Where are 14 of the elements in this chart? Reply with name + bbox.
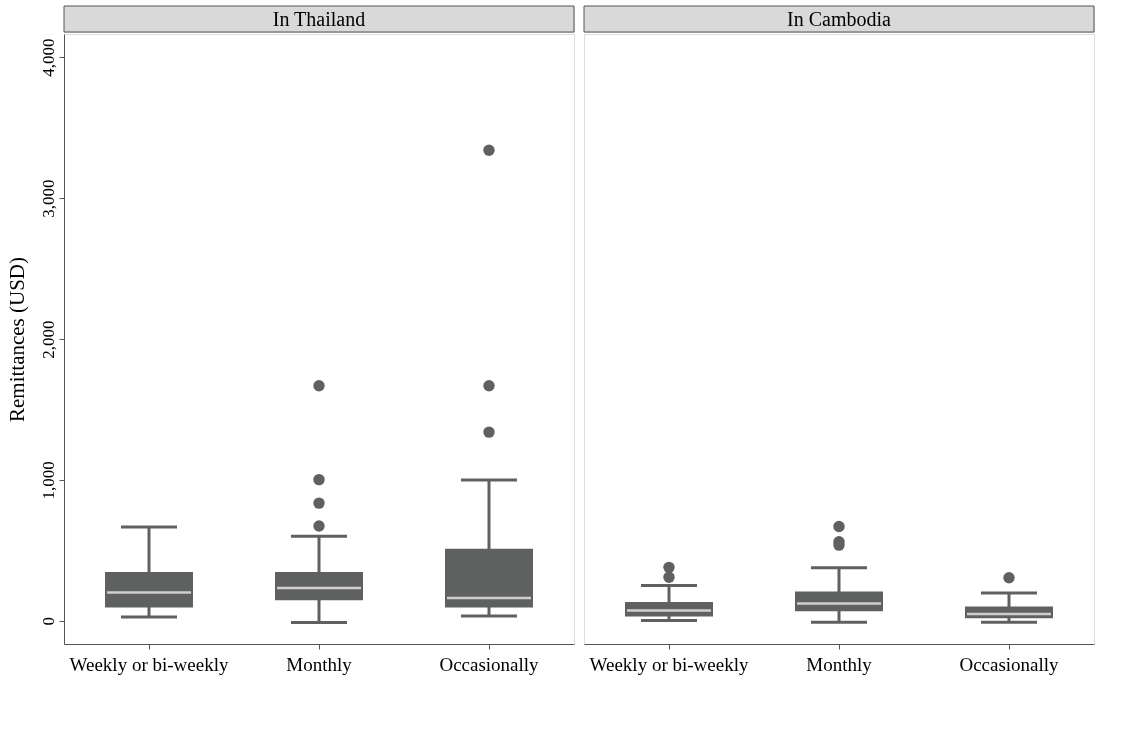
x-tick-label: Monthly (286, 653, 353, 675)
x-tick-label: Weekly or bi-weekly (69, 653, 229, 675)
y-axis-title: Remittances (USD) (4, 256, 29, 423)
y-tick-label: 4,000 (38, 38, 58, 77)
x-tick-label: Monthly (806, 653, 873, 675)
x-tick-label: Occasionally (959, 653, 1060, 675)
y-tick-label: 0 (38, 617, 58, 626)
x-tick-label: Occasionally (439, 653, 540, 675)
y-tick-label: 1,000 (38, 461, 58, 500)
chart-title: In Thailand (272, 8, 366, 30)
y-tick-label: 3,000 (38, 179, 58, 218)
x-tick-label: Weekly or bi-weekly (589, 653, 749, 675)
y-tick-label: 2,000 (38, 320, 58, 359)
chart-title: In Cambodia (787, 8, 892, 30)
